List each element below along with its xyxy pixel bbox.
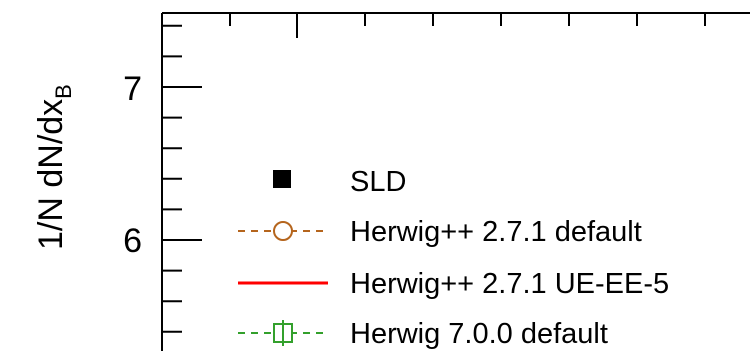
legend-label-herwig-700-default: Herwig 7.0.0 default <box>350 318 608 350</box>
legend: SLD Herwig++ 2.7.1 default Herwig++ 2.7.… <box>238 166 669 350</box>
legend-label-sld: SLD <box>350 166 406 198</box>
legend-label-herwig-271-ue-ee-5: Herwig++ 2.7.1 UE-EE-5 <box>350 268 669 300</box>
y-axis-label-subscript: B <box>51 84 76 99</box>
y-tick-label-7: 7 <box>123 70 142 108</box>
legend-label-herwig-271-default: Herwig++ 2.7.1 default <box>350 216 642 248</box>
legend-marker-herwig-271-default <box>273 221 293 241</box>
y-tick-label-6: 6 <box>123 222 142 260</box>
axis-ticks <box>162 13 706 333</box>
legend-marker-sld <box>273 170 291 188</box>
y-axis-label: 1/N dN/dxB <box>32 84 76 250</box>
